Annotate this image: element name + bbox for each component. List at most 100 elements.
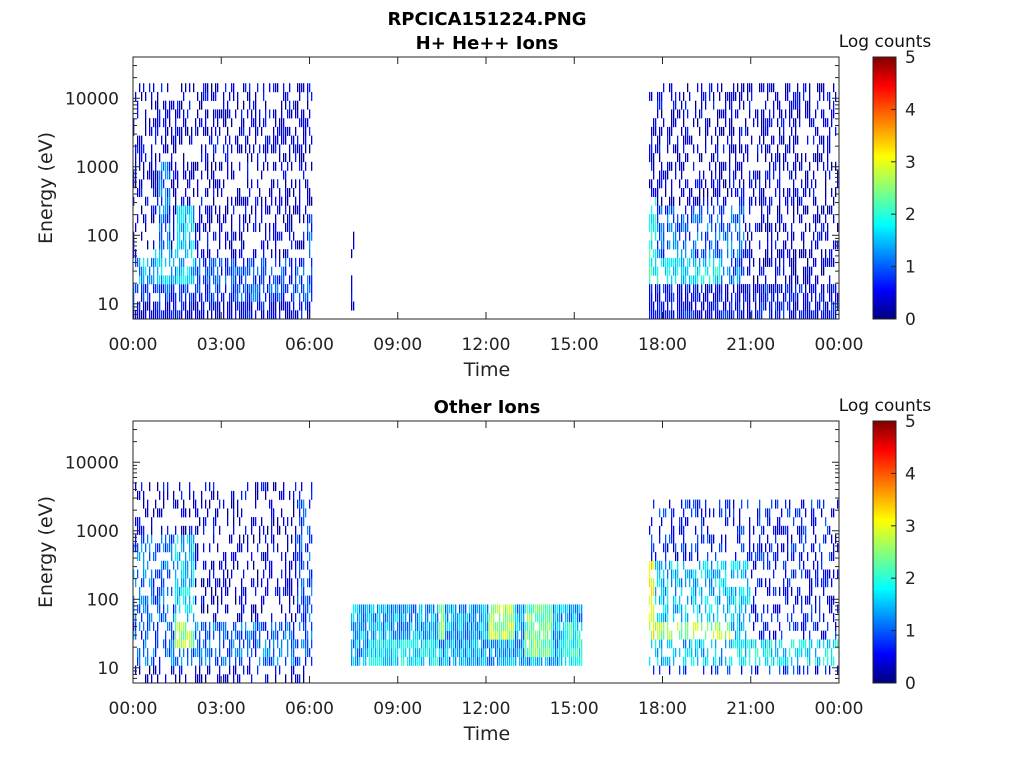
spectrogram-cell [283,517,285,527]
spectrogram-cell [653,613,655,623]
spectrogram-cell [177,639,179,649]
spectrogram-cell [463,648,465,658]
spectrogram-cell [741,83,743,93]
spectrogram-cell [223,91,225,101]
spectrogram-cell [233,257,235,267]
spectrogram-cell [821,109,823,119]
spectrogram-cell [161,240,163,250]
spectrogram-cell [303,214,305,224]
spectrogram-cell [681,621,683,631]
spectrogram-cell [153,275,155,285]
spectrogram-cell [709,586,711,596]
spectrogram-cell [715,266,717,276]
spectrogram-cell [231,144,233,154]
spectrogram-cell [295,266,297,276]
spectrogram-cell [309,613,311,623]
spectrogram-cell [385,630,387,640]
spectrogram-cell [233,83,235,93]
spectrogram-cell [665,179,667,189]
spectrogram-cell [265,231,267,241]
spectrogram-cell [531,604,533,614]
spectrogram-cell [289,214,291,224]
spectrogram-cell [265,674,267,684]
spectrogram-h-he-ions [133,83,839,320]
spectrogram-cell [243,266,245,276]
spectrogram-cell [275,109,277,119]
spectrogram-cell [515,648,517,658]
spectrogram-cell [231,648,233,658]
spectrogram-cell [703,560,705,570]
spectrogram-cell [191,310,193,320]
spectrogram-cell [823,118,825,128]
spectrogram-cell [667,144,669,154]
spectrogram-cell [365,613,367,623]
spectrogram-cell [741,656,743,666]
spectrogram-cell [275,83,277,93]
spectrogram-cell [185,301,187,311]
spectrogram-cell [239,161,241,171]
spectrogram-cell [477,621,479,631]
spectrogram-cell [155,153,157,163]
spectrogram-cell [785,560,787,570]
spectrogram-cell [241,656,243,666]
spectrogram-cell [739,222,741,232]
spectrogram-cell [805,109,807,119]
spectrogram-cell [525,639,527,649]
spectrogram-cell [383,648,385,658]
colorbar-tick-label: 1 [905,258,916,278]
spectrogram-cell [225,257,227,267]
spectrogram-cell [817,301,819,311]
spectrogram-cell [791,222,793,232]
spectrogram-cell [507,630,509,640]
spectrogram-cell [677,135,679,145]
spectrogram-cell [163,490,165,500]
spectrogram-cell [203,257,205,267]
spectrogram-cell [247,196,249,206]
spectrogram-cell [225,630,227,640]
spectrogram-cell [309,144,311,154]
spectrogram-cell [783,560,785,570]
spectrogram-cell [531,648,533,658]
spectrogram-cell [701,648,703,658]
spectrogram-cell [239,266,241,276]
spectrogram-cell [225,153,227,163]
spectrogram-cell [379,630,381,640]
spectrogram-cell [753,257,755,267]
spectrogram-cell [741,648,743,658]
spectrogram-cell [687,214,689,224]
spectrogram-cell [815,578,817,588]
spectrogram-cell [197,91,199,101]
spectrogram-cell [175,266,177,276]
spectrogram-cell [741,161,743,171]
spectrogram-cell [559,648,561,658]
spectrogram-cell [739,257,741,267]
spectrogram-cell [805,266,807,276]
spectrogram-cell [537,639,539,649]
spectrogram-cell [689,231,691,241]
spectrogram-cell [187,179,189,189]
spectrogram-cell [555,648,557,658]
spectrogram-cell [309,569,311,579]
spectrogram-cell [711,170,713,180]
spectrogram-cell [693,630,695,640]
spectrogram-cell [169,648,171,658]
spectrogram-cell [247,310,249,320]
spectrogram-cell [207,578,209,588]
spectrogram-cell [193,257,195,267]
spectrogram-cell [195,648,197,658]
spectrogram-cell [831,205,833,215]
spectrogram-cell [383,639,385,649]
spectrogram-cell [237,135,239,145]
spectrogram-cell [757,665,759,675]
spectrogram-cell [653,214,655,224]
spectrogram-cell [761,552,763,562]
spectrogram-cell [373,639,375,649]
spectrogram-cell [447,630,449,640]
spectrogram-cell [767,621,769,631]
spectrogram-cell [651,578,653,588]
spectrogram-cell [357,648,359,658]
spectrogram-cell [801,525,803,535]
spectrogram-cell [443,648,445,658]
spectrogram-cell [801,284,803,294]
spectrogram-cell [709,301,711,311]
